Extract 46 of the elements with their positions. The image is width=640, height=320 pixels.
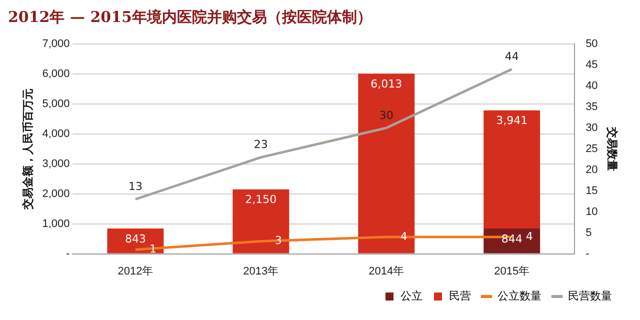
bar [358,74,415,254]
x-tick-label: 2015年 [494,265,530,278]
y-tick-label: 6,000 [42,68,70,80]
data-label: 23 [254,138,268,152]
y2-tick-label: 50 [586,38,598,50]
y2-tick-label: 40 [586,80,598,92]
data-label: 3,941 [496,114,528,128]
y2-axis-title: 交易数量 [605,126,618,171]
data-label: 30 [379,108,394,122]
y-tick-label: 2,000 [42,188,70,200]
data-label: 2,150 [245,193,277,206]
data-label: 13 [128,180,142,194]
y2-tick-label: 25 [586,142,598,155]
data-label: 4 [400,230,408,243]
data-label: 1 [149,242,156,256]
chart-title: 2012年 — 2015年境内医院并购交易（按医院体制） [8,8,373,28]
y2-tick-label: 20 [586,164,598,176]
data-label: 6,013 [370,77,402,90]
legend-label: 民营数量 [568,290,612,303]
legend-label: 民营 [449,290,471,303]
y2-tick-label: 10 [586,206,598,218]
x-tick-label: 2012年 [118,265,154,278]
y2-tick-label: 30 [586,122,598,134]
y-tick-label: 3,000 [42,158,70,170]
y2-tick-label: 45 [586,59,598,72]
x-tick-label: 2013年 [243,265,279,278]
data-label: 844 [501,232,522,246]
y-axis-title: 交易金额，人民币百万元 [22,88,35,210]
y-tick-label: 7,000 [42,38,70,50]
x-tick-label: 2014年 [368,265,404,278]
legend-label: 公立数量 [498,290,542,303]
y-tick-label: - [66,248,70,260]
bar [484,110,540,229]
y2-tick-label: - [586,248,590,260]
data-label: 44 [504,50,519,64]
y-tick-label: 4,000 [42,128,70,140]
data-label: 3 [274,234,282,248]
legend-label: 公立 [400,290,422,303]
y-tick-label: 5,000 [42,98,70,110]
data-label: 4 [526,230,533,243]
bar [232,189,290,254]
y2-tick-label: 35 [586,100,598,113]
y-tick-label: 1,000 [42,218,70,230]
y2-tick-label: 5 [586,226,592,239]
y2-tick-label: 15 [586,184,598,197]
data-label: 843 [124,232,146,246]
